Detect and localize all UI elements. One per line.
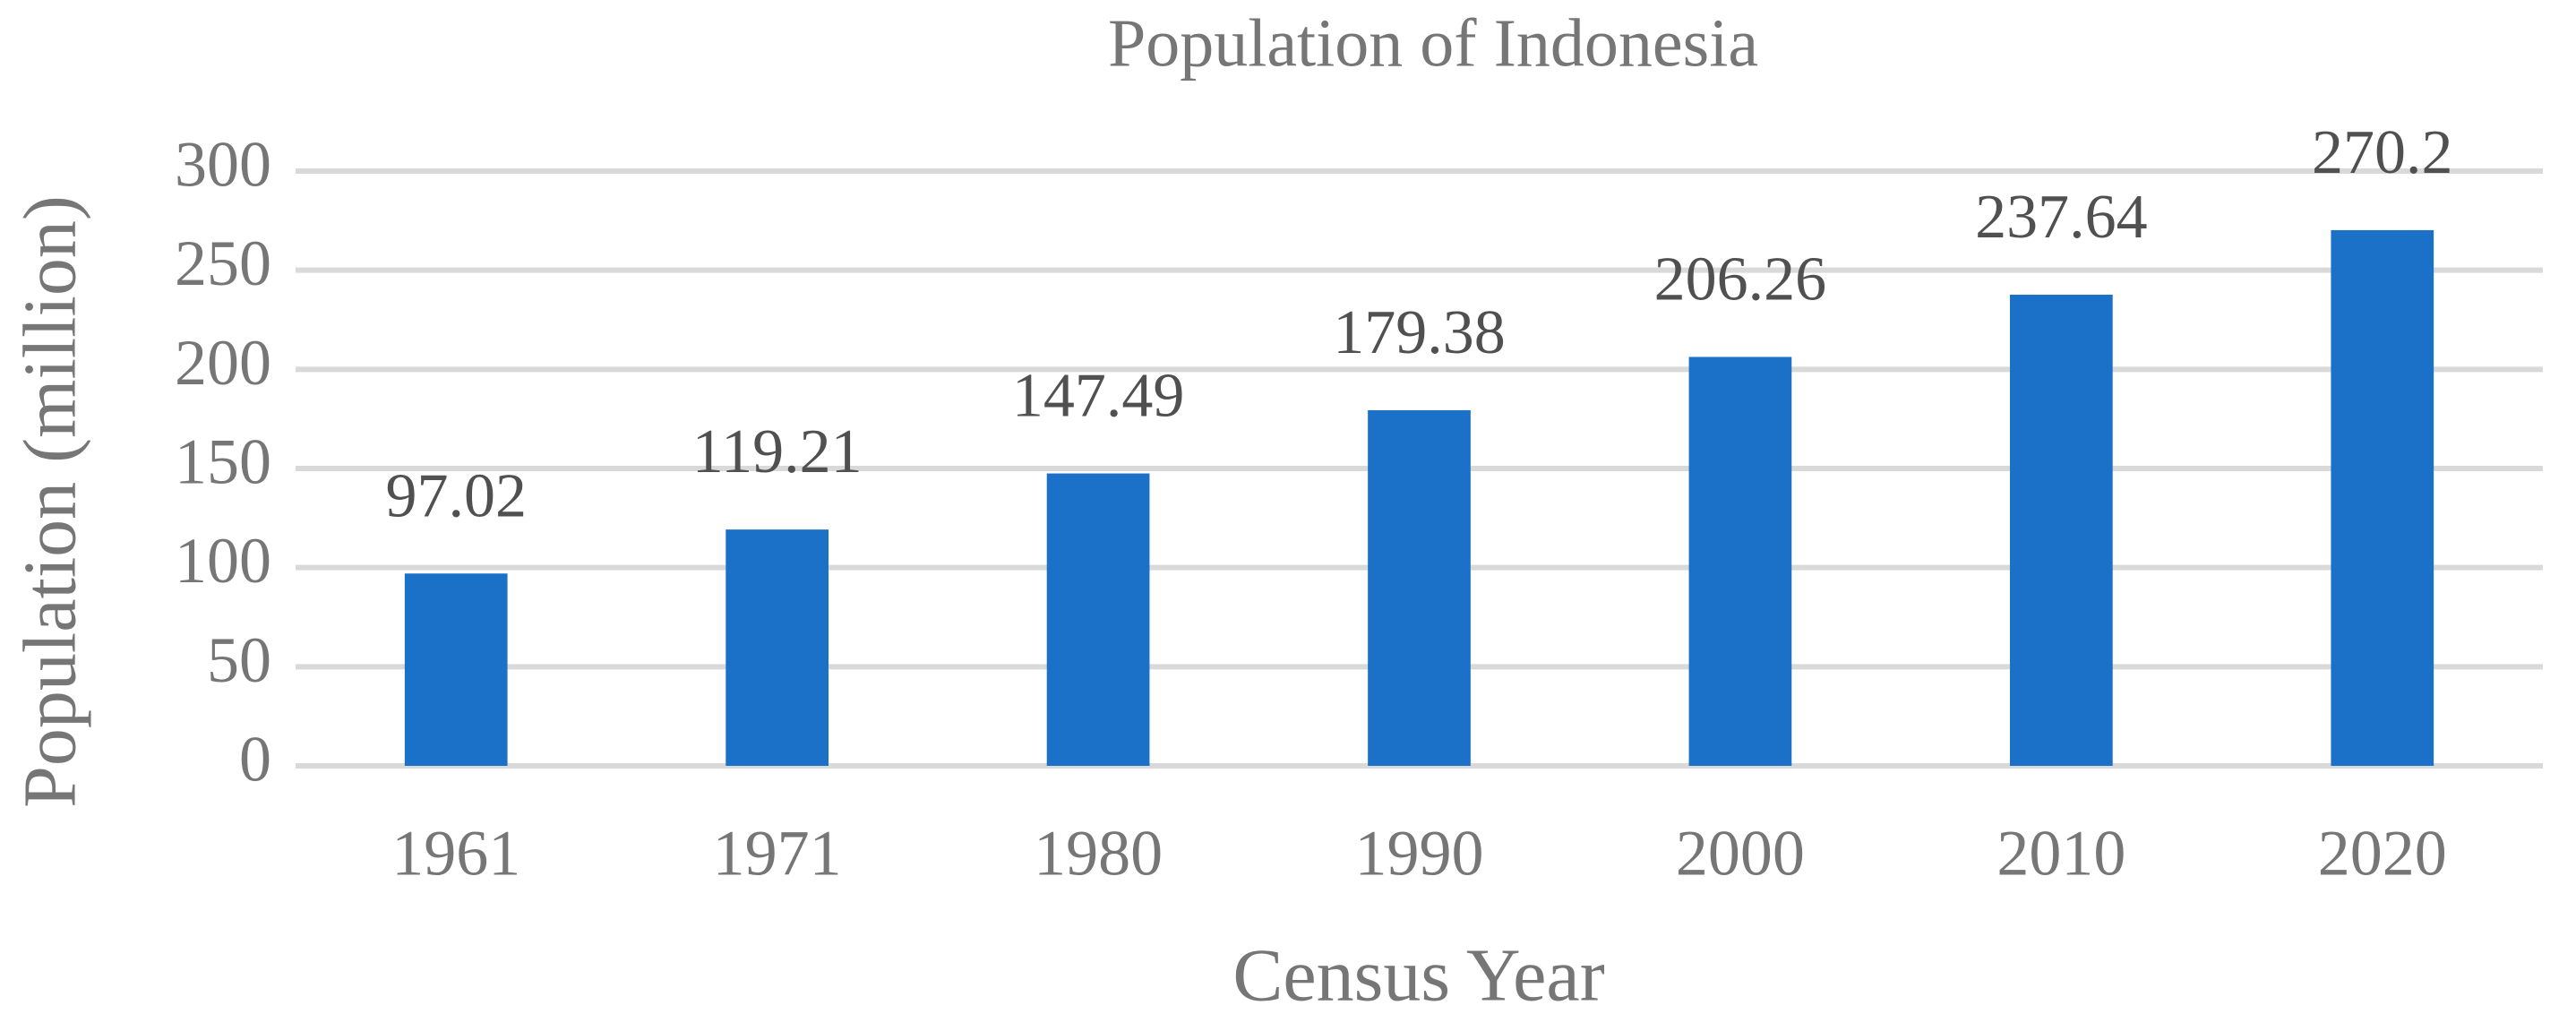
bar (2331, 229, 2434, 766)
bar (1046, 473, 1150, 766)
y-tick-label: 200 (175, 327, 271, 399)
bar (1688, 357, 1792, 766)
bar (726, 529, 829, 766)
y-tick-label: 300 (175, 129, 271, 201)
x-tick-label: 1980 (1034, 818, 1163, 889)
bar (404, 573, 508, 766)
y-tick-label: 150 (175, 426, 271, 498)
x-tick-label: 1990 (1355, 818, 1484, 889)
x-tick-label: 1971 (713, 818, 842, 889)
x-tick-label: 2020 (2318, 818, 2447, 889)
bar (1368, 409, 1471, 766)
y-axis-title: Population (million) (8, 195, 91, 808)
data-label: 179.38 (1333, 298, 1506, 367)
bar (2010, 295, 2113, 767)
y-tick-label: 50 (207, 624, 271, 696)
chart-title: Population of Indonesia (1108, 5, 1758, 81)
data-label: 119.21 (692, 417, 863, 486)
x-tick-label: 1961 (391, 818, 520, 889)
data-label: 206.26 (1654, 245, 1827, 314)
data-label: 270.2 (2312, 118, 2453, 187)
data-label: 97.02 (385, 461, 527, 530)
x-axis-title: Census Year (1232, 933, 1604, 1017)
x-tick-label: 2000 (1676, 818, 1805, 889)
y-tick-label: 100 (175, 525, 271, 597)
data-label: 147.49 (1012, 362, 1185, 431)
y-tick-label: 0 (239, 724, 271, 795)
x-tick-label: 2010 (1996, 818, 2125, 889)
data-label: 237.64 (1975, 183, 2148, 252)
y-tick-label: 250 (175, 228, 271, 299)
